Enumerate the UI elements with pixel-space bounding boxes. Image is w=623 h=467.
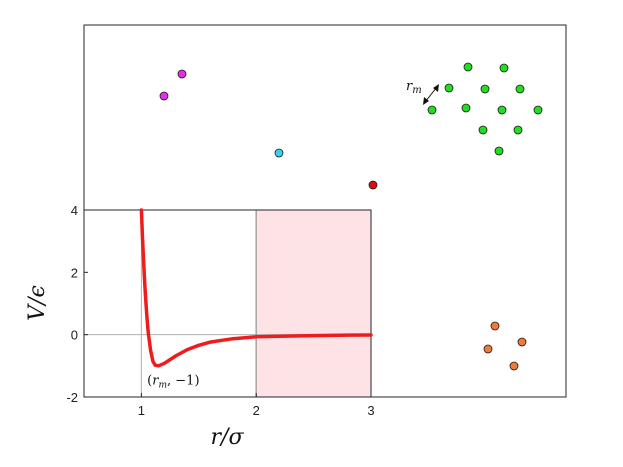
vertical-reference-lines: [140, 210, 257, 397]
particles: [159, 62, 543, 371]
rm-arrowhead-start: [423, 97, 429, 105]
x-tick-label-2: 3: [367, 403, 374, 418]
shaded-region: [256, 210, 371, 397]
particle-green-9: [478, 125, 488, 135]
rm-indicator: rm: [406, 79, 439, 105]
particle-green-10: [513, 125, 523, 135]
particle-green-8: [533, 105, 543, 115]
y-tick-label-1: 0: [71, 328, 78, 343]
rm-arrowhead-end: [433, 84, 439, 92]
inset-frame: [83, 209, 372, 398]
annot-open: (: [147, 373, 152, 388]
particle-orange-1: [483, 344, 493, 354]
x-tick-label-1: 2: [253, 403, 260, 418]
potential-chart: 1 2 3 -2 0 2 4 (rm, −1) r/σ V/ϵ: [25, 203, 375, 450]
y-tick-label-0: -2: [66, 390, 78, 405]
annot-rest: , −1): [167, 373, 200, 388]
rm-label: rm: [406, 79, 422, 96]
particle-cyan-0: [274, 148, 284, 158]
minimum-annotation: (rm, −1): [147, 373, 199, 390]
rm-subscript: m: [412, 85, 421, 96]
particle-green-11: [494, 146, 504, 156]
particle-green-7: [497, 105, 507, 115]
particle-green-4: [515, 84, 525, 94]
particle-green-2: [444, 83, 454, 93]
axis-ticks: 1 2 3 -2 0 2 4: [66, 203, 374, 418]
particle-green-0: [463, 62, 473, 72]
potential-curve: [139, 208, 373, 368]
particle-red-0: [368, 180, 378, 190]
particle-green-6: [461, 103, 471, 113]
particle-orange-0: [490, 321, 500, 331]
y-tick-label-2: 2: [71, 265, 78, 280]
particle-orange-3: [509, 361, 519, 371]
y-tick-label-3: 4: [71, 203, 78, 218]
particle-green-1: [499, 63, 509, 73]
rm-symbol: r: [406, 79, 413, 94]
particle-green-5: [427, 105, 437, 115]
x-axis-label: r/σ: [211, 425, 245, 450]
particle-green-3: [480, 84, 490, 94]
particle-orange-2: [517, 337, 527, 347]
annot-symbol: r: [152, 373, 159, 388]
annot-subscript: m: [158, 380, 167, 390]
particle-magenta-0: [177, 69, 187, 79]
particle-magenta-1: [159, 91, 169, 101]
y-axis-label: V/ϵ: [25, 285, 50, 321]
x-tick-label-0: 1: [138, 403, 145, 418]
